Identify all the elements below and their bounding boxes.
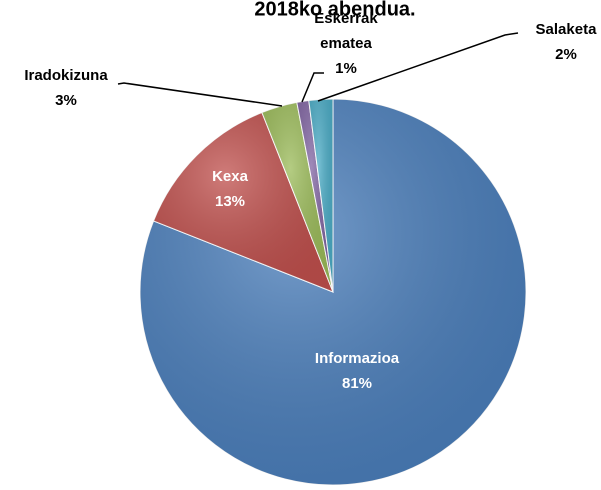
pie [139, 98, 527, 486]
slice-label: Kexa [212, 168, 249, 185]
value-label: 13% [215, 193, 245, 210]
value-label: 81% [342, 375, 372, 392]
slice-label: Iradokizuna [24, 67, 108, 84]
chart-title: 2018ko abendua. [254, 0, 415, 20]
labels: Informazioa 81% Kexa 13% Iradokizuna 3% Eskerr… [24, 10, 597, 392]
value-label: 3% [55, 92, 77, 109]
slice-label: Eskerrak ematea [314, 10, 378, 52]
value-label: 2% [555, 46, 577, 63]
slice-label: Salaketa [536, 21, 598, 38]
value-label: 1% [335, 60, 357, 77]
leader-line [117, 82, 283, 107]
slice-label: Informazioa [315, 350, 400, 367]
leader-line [317, 32, 519, 102]
leader-line [301, 72, 324, 103]
